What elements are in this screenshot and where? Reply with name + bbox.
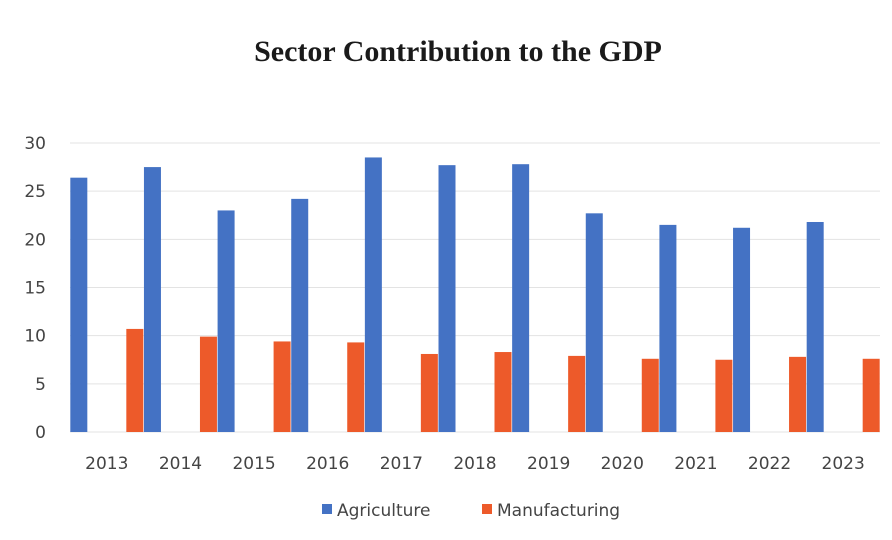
x-tick-label: 2023 bbox=[822, 454, 865, 474]
y-tick-label: 15 bbox=[24, 279, 46, 299]
legend-label-agriculture: Agriculture bbox=[337, 501, 431, 521]
legend-label-manufacturing: Manufacturing bbox=[497, 501, 620, 521]
bar-agriculture-2022 bbox=[733, 227, 751, 432]
bars bbox=[70, 157, 880, 433]
x-tick-label: 2019 bbox=[527, 454, 570, 474]
bar-manufacturing-2023 bbox=[862, 358, 880, 432]
y-tick-label: 10 bbox=[24, 327, 46, 347]
bar-manufacturing-2013 bbox=[126, 328, 144, 432]
bar-manufacturing-2019 bbox=[568, 355, 586, 432]
y-tick-label: 0 bbox=[35, 423, 46, 443]
y-tick-label: 25 bbox=[24, 182, 46, 202]
x-tick-label: 2015 bbox=[232, 454, 275, 474]
bar-agriculture-2018 bbox=[438, 165, 456, 432]
x-tick-label: 2022 bbox=[748, 454, 791, 474]
legend: Agriculture Manufacturing bbox=[322, 501, 620, 521]
x-tick-label: 2016 bbox=[306, 454, 349, 474]
bar-manufacturing-2022 bbox=[789, 356, 807, 432]
legend-swatch-agriculture bbox=[322, 504, 332, 514]
x-tick-label: 2018 bbox=[453, 454, 496, 474]
gridlines bbox=[70, 142, 880, 433]
bar-agriculture-2015 bbox=[217, 210, 235, 432]
bar-agriculture-2013 bbox=[70, 177, 88, 432]
bar-agriculture-2023 bbox=[806, 221, 824, 432]
x-axis-ticks: 2013 2014 2015 2016 2017 2018 2019 2020 2021 2022… bbox=[85, 454, 865, 474]
bar-agriculture-2021 bbox=[659, 224, 677, 432]
bar-agriculture-2016 bbox=[291, 198, 309, 432]
x-tick-label: 2017 bbox=[380, 454, 423, 474]
y-tick-label: 30 bbox=[24, 134, 46, 154]
bar-agriculture-2019 bbox=[512, 164, 530, 432]
legend-swatch-manufacturing bbox=[482, 504, 492, 514]
bar-manufacturing-2014 bbox=[199, 336, 217, 432]
bar-agriculture-2020 bbox=[585, 213, 603, 432]
bar-manufacturing-2016 bbox=[347, 342, 365, 432]
bar-manufacturing-2015 bbox=[273, 341, 291, 432]
bar-manufacturing-2020 bbox=[641, 358, 659, 432]
x-tick-label: 2014 bbox=[159, 454, 202, 474]
y-tick-label: 5 bbox=[35, 375, 46, 395]
bar-manufacturing-2018 bbox=[494, 352, 512, 432]
bar-agriculture-2014 bbox=[143, 167, 161, 433]
y-tick-label: 20 bbox=[24, 230, 46, 250]
chart-title: Sector Contribution to the GDP bbox=[254, 35, 662, 68]
bar-manufacturing-2021 bbox=[715, 359, 733, 432]
y-axis-ticks: 0 5 10 15 20 25 30 bbox=[24, 134, 46, 443]
x-tick-label: 2020 bbox=[601, 454, 644, 474]
x-tick-label: 2013 bbox=[85, 454, 128, 474]
x-tick-label: 2021 bbox=[674, 454, 717, 474]
bar-agriculture-2017 bbox=[364, 157, 382, 432]
bar-manufacturing-2017 bbox=[420, 353, 438, 432]
